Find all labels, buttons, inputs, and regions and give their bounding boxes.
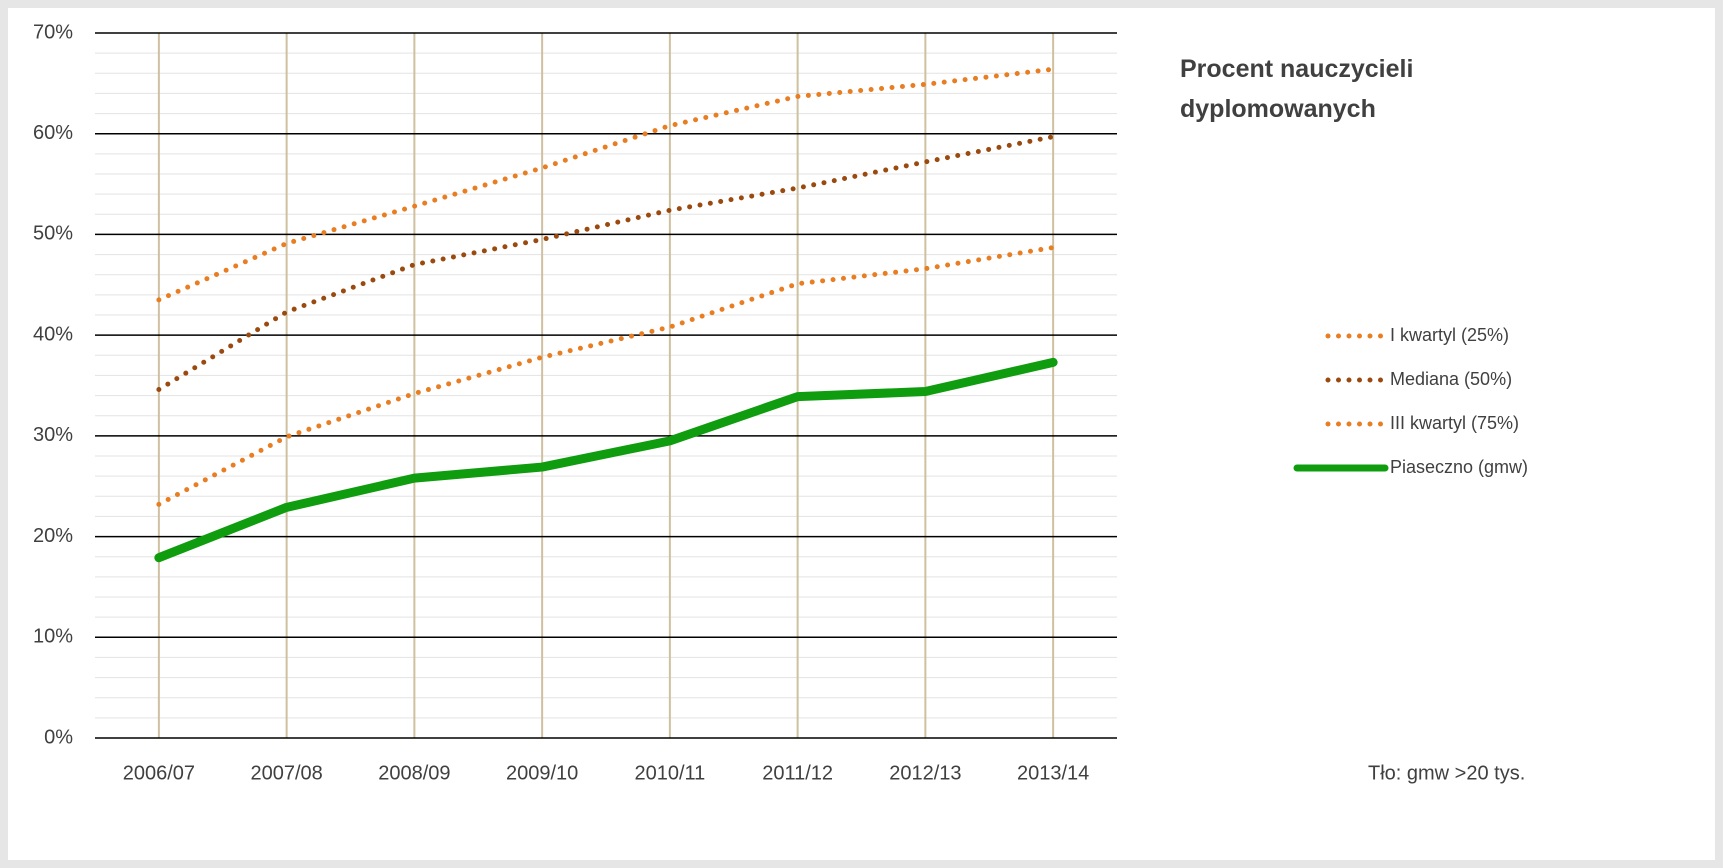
y-tick-label: 20% — [33, 525, 73, 547]
x-tick-label: 2009/10 — [506, 762, 578, 784]
title-line: dyplomowanych — [1180, 95, 1376, 123]
x-tick-label: 2011/12 — [762, 762, 833, 784]
y-tick-label: 30% — [33, 424, 73, 446]
y-tick-label: 0% — [44, 726, 73, 748]
y-tick-label: 60% — [33, 122, 73, 144]
series-line — [154, 357, 1058, 563]
legend-label: III kwartyl (75%) — [1390, 413, 1519, 433]
y-tick-label: 10% — [33, 626, 73, 648]
series-line — [156, 66, 1056, 303]
series-line — [156, 134, 1056, 393]
annotation: Tło: gmw >20 tys. — [1368, 762, 1525, 784]
x-tick-label: 2010/11 — [634, 762, 705, 784]
x-tick-label: 2008/09 — [378, 762, 450, 784]
y-tick-label: 50% — [33, 223, 73, 245]
title-line: Procent nauczycieli — [1180, 55, 1413, 83]
x-tick-label: 2007/08 — [250, 762, 322, 784]
series-line — [156, 245, 1056, 507]
chart-background — [8, 8, 1715, 860]
chart-title: Procent nauczycieli dyplomowanych — [1180, 55, 1413, 123]
x-tick-label: 2006/07 — [123, 762, 195, 784]
legend-label: I kwartyl (25%) — [1390, 325, 1509, 345]
legend-label: Mediana (50%) — [1390, 369, 1512, 389]
x-tick-label: 2012/13 — [889, 762, 961, 784]
x-tick-label: 2013/14 — [1017, 762, 1089, 784]
y-tick-label: 40% — [33, 323, 73, 345]
legend-label: Piaseczno (gmw) — [1390, 457, 1528, 477]
y-tick-label: 70% — [33, 21, 73, 43]
